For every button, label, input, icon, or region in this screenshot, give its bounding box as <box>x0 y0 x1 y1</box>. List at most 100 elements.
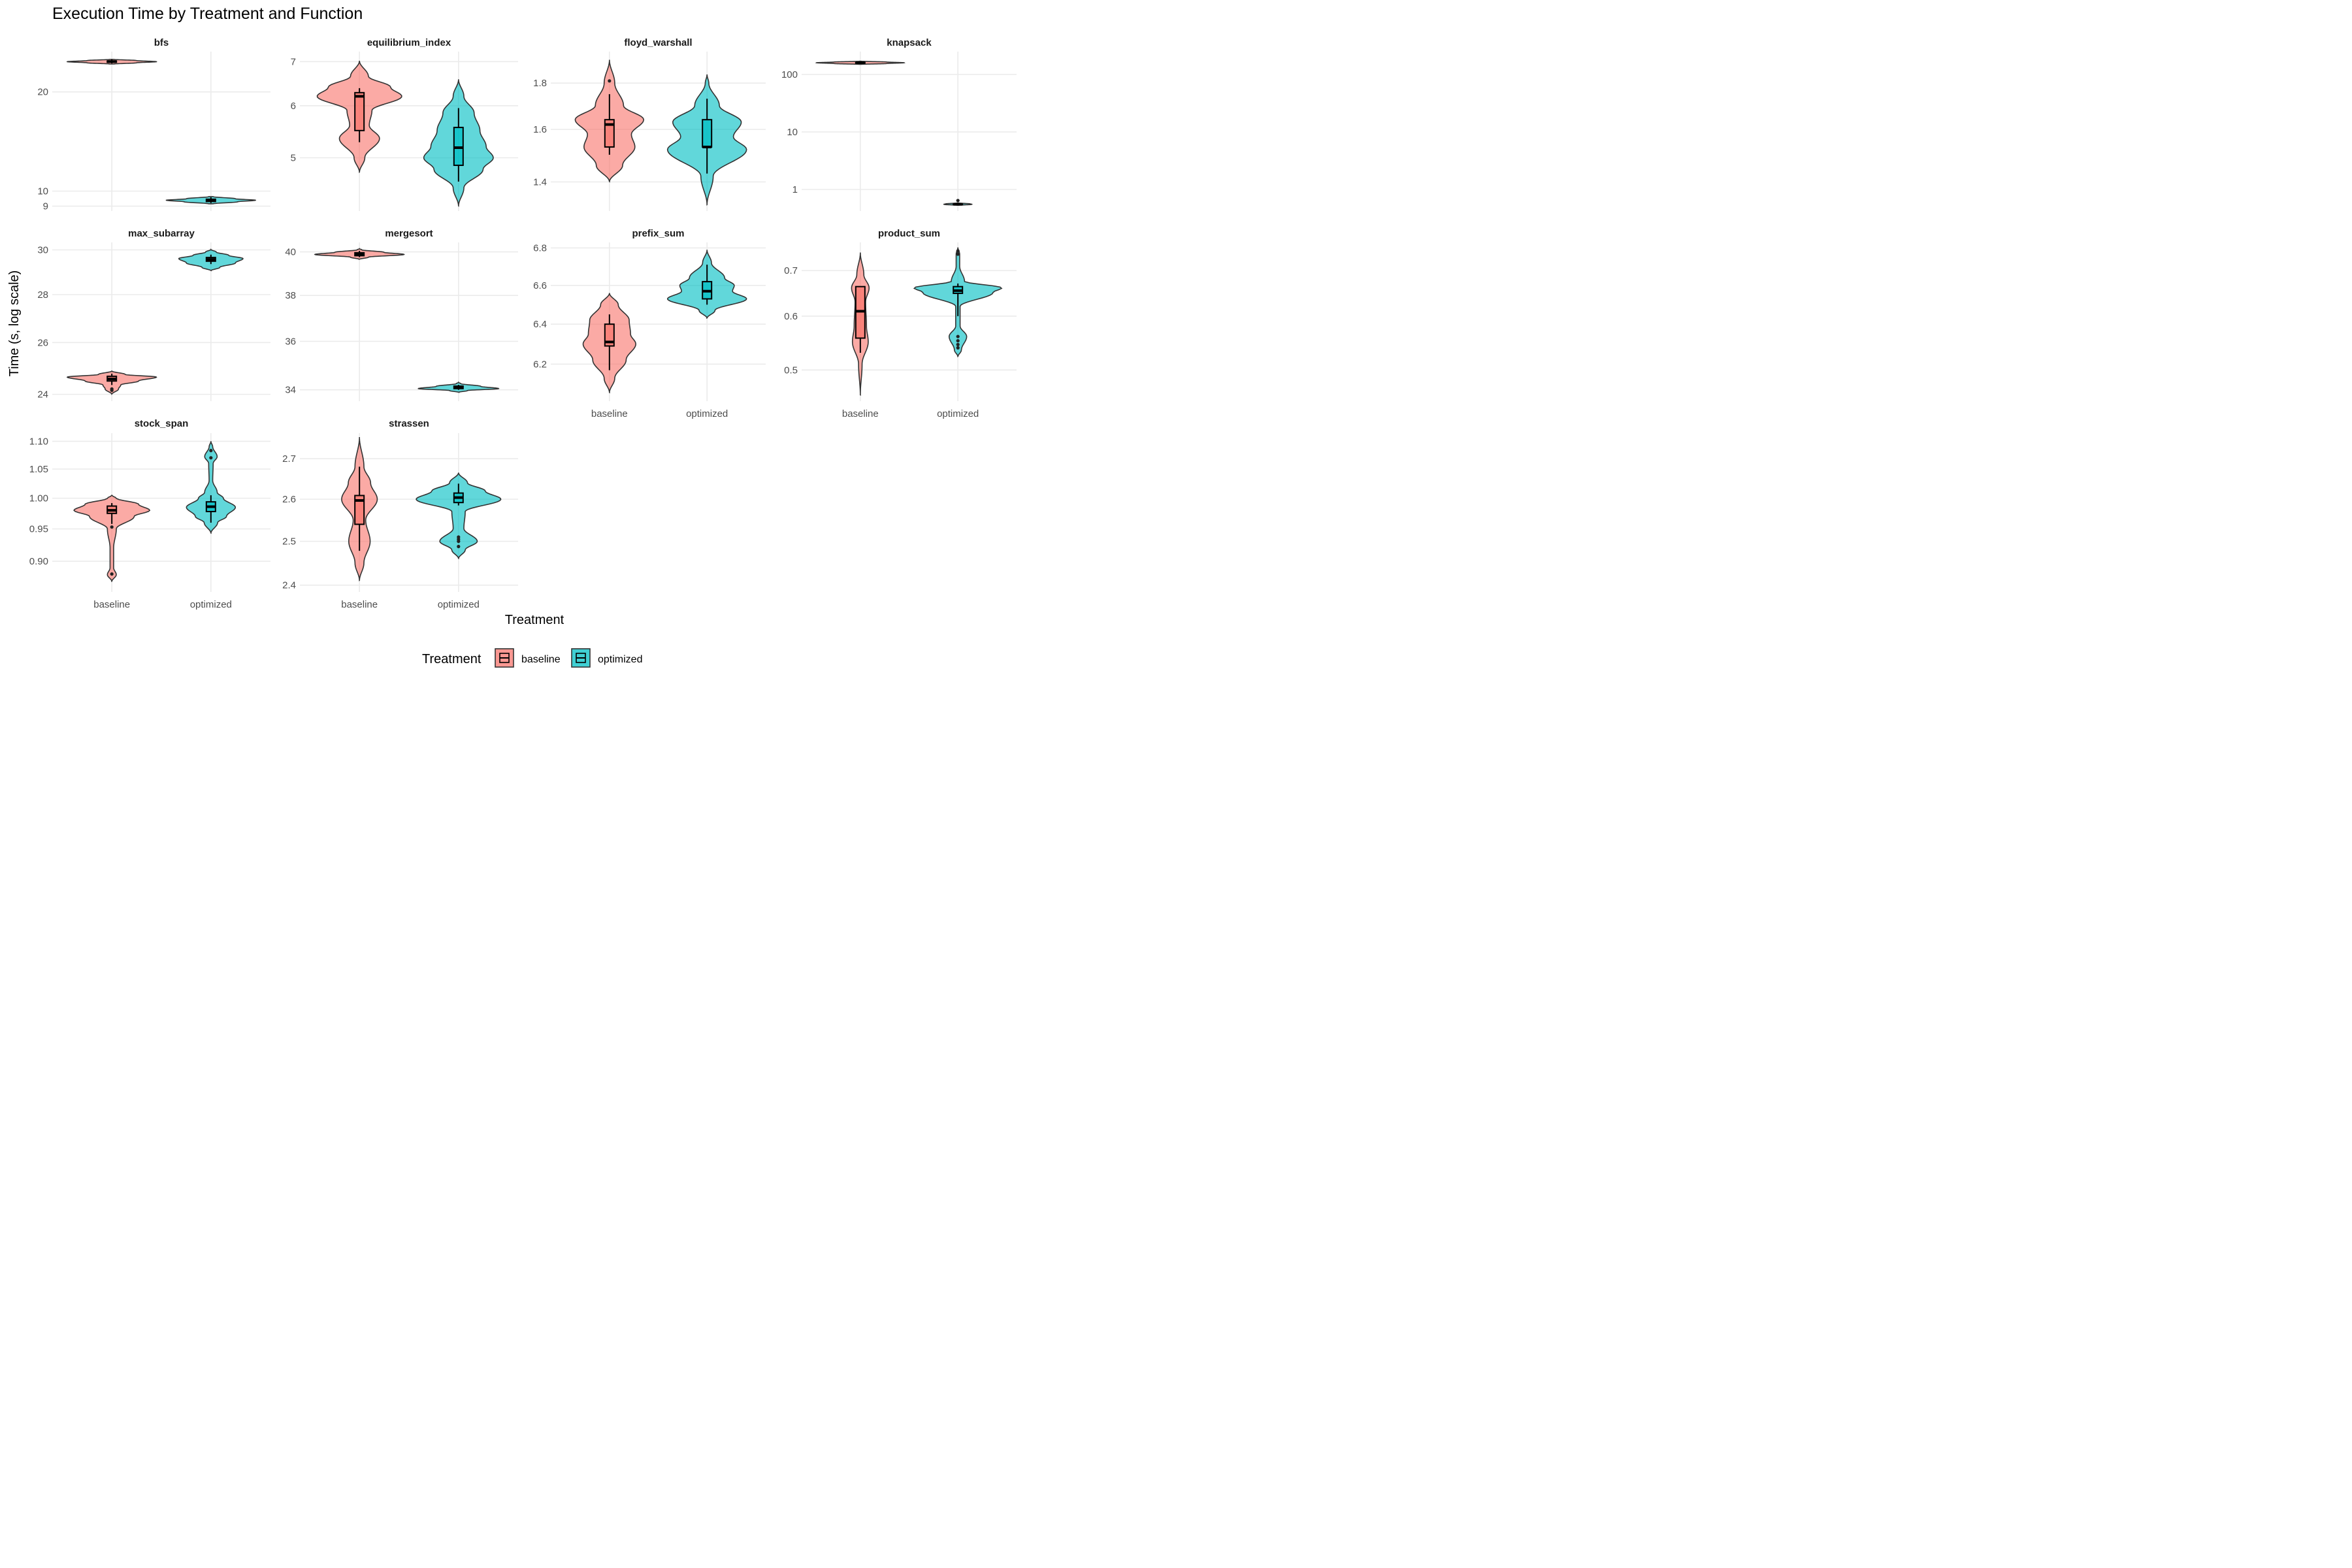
y-tick-label: 1.6 <box>533 124 547 135</box>
y-tick-label: 6.8 <box>533 242 547 253</box>
x-tick-label: optimized <box>190 599 232 610</box>
outlier-point <box>956 249 960 253</box>
violin-body <box>73 495 151 582</box>
x-tick-label: optimized <box>686 408 728 419</box>
series-optimized <box>186 441 237 534</box>
facet-title: knapsack <box>887 37 932 48</box>
legend-item-optimized: optimized <box>571 648 642 668</box>
violin-body <box>416 472 502 559</box>
facet-title: prefix_sum <box>632 228 684 239</box>
y-tick-label: 28 <box>37 289 48 301</box>
y-tick-label: 38 <box>285 290 296 301</box>
x-tick-label: optimized <box>937 408 979 419</box>
box-iqr <box>702 119 713 148</box>
y-tick-label: 6 <box>291 101 296 112</box>
y-tick-label: 2.4 <box>282 580 296 591</box>
series-optimized <box>943 199 973 206</box>
series-optimized <box>423 79 494 207</box>
series-baseline <box>314 248 405 260</box>
series-optimized <box>165 196 257 204</box>
y-tick-label: 1.4 <box>533 176 547 188</box>
chart-root: Execution Time by Treatment and Function… <box>0 0 1024 683</box>
y-tick-label: 0.95 <box>29 524 48 535</box>
y-tick-label: 0.6 <box>784 311 798 322</box>
outlier-point <box>110 387 114 391</box>
series-baseline <box>582 293 636 394</box>
panel-bfs: 9 10 20 bfs <box>37 37 270 212</box>
facet-title: strassen <box>389 418 429 429</box>
y-tick-label: 1.05 <box>29 464 48 475</box>
y-tick-label: 9 <box>43 201 48 212</box>
facet-title: max_subarray <box>128 228 195 239</box>
y-tick-label: 20 <box>37 87 48 98</box>
series-baseline <box>73 495 151 582</box>
outlier-point <box>457 535 461 539</box>
panel-mergesort: 34 36 38 40 mergesort <box>285 228 518 401</box>
y-tick-label: 0.7 <box>784 265 798 276</box>
legend-label: baseline <box>521 654 561 665</box>
panel-stock-span: 0.90 0.95 1.00 1.05 1.10 stock_span baseline op… <box>29 418 270 610</box>
panel-prefix-sum: 6.2 6.4 6.6 6.8 prefix_sum baseline optimized <box>533 228 766 419</box>
outlier-point <box>457 544 461 549</box>
series-baseline <box>851 252 870 396</box>
outlier-point <box>956 338 960 343</box>
violin-body <box>186 441 237 534</box>
facet-title: floyd_warshall <box>624 37 692 48</box>
chart-title: Execution Time by Treatment and Function <box>52 5 363 23</box>
y-tick-label: 1 <box>792 184 798 195</box>
outlier-point <box>956 335 960 338</box>
y-tick-label: 10 <box>787 127 798 138</box>
y-tick-label: 1.10 <box>29 436 48 447</box>
y-tick-label: 2.6 <box>282 494 296 505</box>
y-axis-label: Time (s, log scale) <box>7 270 22 377</box>
box-iqr <box>604 119 615 148</box>
series-baseline <box>316 60 402 173</box>
series-baseline <box>341 436 378 581</box>
panel-product-sum: 0.5 0.6 0.7 product_sum baseline optimized <box>784 228 1017 419</box>
facet-title: bfs <box>154 37 169 48</box>
series-optimized <box>416 472 502 559</box>
facet-panels: 9 10 20 bfs 5 6 7 equilibrium_index 1.4 1.6 1.8 flo… <box>29 37 1017 610</box>
y-tick-label: 36 <box>285 336 296 347</box>
y-tick-label: 100 <box>781 69 798 80</box>
series-baseline <box>66 59 157 65</box>
facet-title: mergesort <box>385 228 433 239</box>
y-tick-label: 7 <box>291 56 296 67</box>
y-tick-label: 26 <box>37 337 48 348</box>
x-tick-label: baseline <box>591 408 628 419</box>
series-optimized <box>178 248 244 272</box>
y-tick-label: 1.00 <box>29 493 48 504</box>
legend-label: optimized <box>598 654 642 665</box>
box-iqr <box>354 495 365 525</box>
y-tick-label: 40 <box>285 247 296 258</box>
x-tick-label: baseline <box>842 408 879 419</box>
y-tick-label: 30 <box>37 244 48 255</box>
outlier-point <box>608 79 612 83</box>
x-tick-label: optimized <box>438 599 480 610</box>
outlier-point <box>209 449 213 453</box>
outlier-point <box>110 572 114 576</box>
facet-title: equilibrium_index <box>367 37 451 48</box>
x-tick-label: baseline <box>93 599 130 610</box>
outlier-point <box>209 456 213 460</box>
outlier-point <box>956 346 960 350</box>
y-tick-label: 6.4 <box>533 319 547 330</box>
outlier-point <box>956 252 960 256</box>
series-baseline <box>574 59 645 183</box>
y-tick-label: 6.6 <box>533 280 547 291</box>
outlier-point <box>956 199 960 203</box>
panel-knapsack: 1 10 100 knapsack <box>781 37 1017 211</box>
y-tick-label: 0.90 <box>29 556 48 567</box>
legend: Treatment baseline optimized <box>422 648 642 668</box>
panel-max-subarray: 24 26 28 30 max_subarray <box>37 228 270 401</box>
outlier-point <box>956 342 960 346</box>
x-axis-label: Treatment <box>505 613 564 627</box>
panel-floyd-warshall: 1.4 1.6 1.8 floyd_warshall <box>533 37 766 211</box>
y-tick-label: 6.2 <box>533 359 547 370</box>
faceted-violin-chart: Execution Time by Treatment and Function… <box>7 5 1017 668</box>
legend-title: Treatment <box>422 652 482 666</box>
box-iqr <box>354 91 365 131</box>
y-tick-label: 34 <box>285 385 296 396</box>
outlier-point <box>110 525 114 529</box>
series-optimized <box>913 247 1003 357</box>
